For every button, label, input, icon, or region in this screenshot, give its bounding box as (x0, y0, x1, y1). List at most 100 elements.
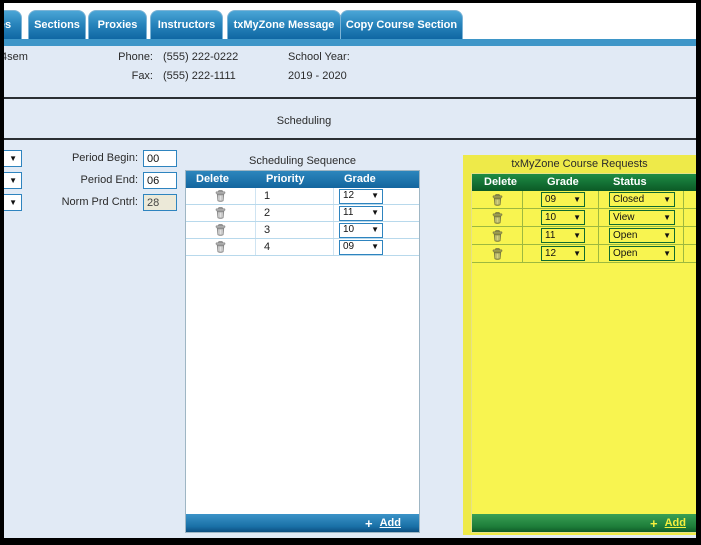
status-select-value: Open (613, 247, 638, 259)
grade-select-value: 11 (545, 229, 556, 241)
delete-button[interactable] (212, 240, 230, 255)
section-bottom-border (4, 138, 696, 140)
chevron-down-icon: ▼ (663, 248, 671, 258)
school-year-value: 2019 - 2020 (288, 70, 347, 82)
priority-value: 3 (256, 222, 334, 238)
status-select[interactable]: View ▼ (609, 210, 675, 225)
table-empty-area (186, 256, 419, 514)
chevron-down-icon: ▼ (371, 208, 379, 217)
grade-select[interactable]: 11 ▼ (339, 205, 383, 221)
trash-icon (492, 211, 502, 224)
norm-prd-cntrl-label: Norm Prd Cntrl: (61, 196, 138, 208)
trash-icon (215, 241, 226, 253)
grade-select[interactable]: 10 ▼ (339, 222, 383, 238)
chevron-down-icon: ▼ (9, 197, 17, 207)
left-edge-select-2[interactable]: ▼ (4, 172, 22, 189)
delete-button[interactable] (212, 206, 230, 221)
delete-button[interactable] (212, 189, 230, 204)
tab-label: es (4, 19, 12, 31)
grade-select[interactable]: 09 ▼ (541, 192, 585, 207)
table-row: 4 09 ▼ (186, 239, 419, 256)
grade-select-value: 10 (343, 224, 355, 235)
chevron-down-icon: ▼ (9, 175, 17, 185)
priority-value: 1 (256, 188, 334, 204)
table-header-row: Delete Priority Grade (186, 171, 419, 188)
left-edge-select-3[interactable]: ▼ (4, 194, 22, 211)
chevron-down-icon: ▼ (573, 194, 581, 204)
chevron-down-icon: ▼ (9, 153, 17, 163)
tab-instructors[interactable]: Instructors (150, 10, 223, 39)
status-select[interactable]: Open ▼ (609, 228, 675, 243)
chevron-down-icon: ▼ (663, 230, 671, 240)
period-begin-label: Period Begin: (71, 152, 138, 164)
add-row-button[interactable]: + Add (472, 514, 696, 532)
tab-label: Proxies (97, 19, 138, 31)
scheduling-sequence-table: Delete Priority Grade 1 12 ▼ 2 11 ▼ 3 10 ▼ (185, 170, 420, 533)
column-header-delete: Delete (484, 176, 518, 188)
period-end-field[interactable] (143, 172, 177, 189)
phone-value: (555) 222-0222 (163, 51, 239, 63)
section-top-border (4, 97, 696, 99)
status-select[interactable]: Closed ▼ (609, 192, 675, 207)
grade-select[interactable]: 09 ▼ (339, 239, 383, 255)
delete-button[interactable] (488, 246, 506, 261)
chevron-down-icon: ▼ (573, 248, 581, 258)
delete-button[interactable] (488, 210, 506, 225)
chevron-down-icon: ▼ (371, 242, 379, 251)
grade-select-value: 11 (343, 207, 354, 218)
trash-icon (215, 190, 226, 202)
column-header-status: Status (613, 176, 647, 188)
add-label: Add (664, 517, 686, 529)
column-header-grade: Grade (547, 176, 579, 188)
table-row: 12 ▼ Open ▼ (472, 245, 696, 263)
grade-select[interactable]: 10 ▼ (541, 210, 585, 225)
tab-txmyzone-message[interactable]: txMyZone Message (227, 10, 341, 39)
status-select[interactable]: Open ▼ (609, 246, 675, 261)
status-select-value: View (613, 211, 635, 223)
tab-label: Instructors (157, 19, 216, 31)
left-edge-select-1[interactable]: ▼ (4, 150, 22, 167)
period-begin-field[interactable] (143, 150, 177, 167)
txmyzone-title: txMyZone Course Requests (511, 158, 648, 170)
table-row: 10 ▼ View ▼ (472, 209, 696, 227)
tab-bar: es Sections Proxies Instructors txMyZone… (4, 3, 696, 39)
tab-courses-cutoff[interactable]: es (4, 10, 22, 39)
grade-select-value: 12 (545, 247, 557, 259)
scheduling-sequence-title: Scheduling Sequence (248, 155, 357, 167)
delete-button[interactable] (488, 228, 506, 243)
plus-icon: + (365, 515, 373, 531)
chevron-down-icon: ▼ (371, 225, 379, 234)
priority-value: 2 (256, 205, 334, 221)
delete-button[interactable] (488, 192, 506, 207)
table-row: 1 12 ▼ (186, 188, 419, 205)
txmyzone-course-requests-table: Delete Grade Status 09 ▼ Closed ▼ 10 ▼ View… (471, 173, 696, 533)
column-header-spacer (684, 174, 696, 191)
tab-label: Copy Course Section (345, 19, 458, 31)
chevron-down-icon: ▼ (663, 194, 671, 204)
tabbar-underline-strip (4, 39, 696, 46)
tab-copy-course-section[interactable]: Copy Course Section (340, 10, 463, 39)
chevron-down-icon: ▼ (663, 212, 671, 222)
grade-select-value: 09 (545, 193, 557, 205)
norm-prd-cntrl-field (143, 194, 177, 211)
column-header-delete: Delete (196, 173, 230, 185)
delete-button[interactable] (212, 223, 230, 238)
trash-icon (492, 229, 502, 242)
status-select-value: Open (613, 229, 638, 241)
priority-value: 4 (256, 239, 334, 255)
table-row: 09 ▼ Closed ▼ (472, 191, 696, 209)
tab-proxies[interactable]: Proxies (88, 10, 147, 39)
chevron-down-icon: ▼ (573, 230, 581, 240)
fax-label: Fax: (131, 70, 153, 82)
table-row: 11 ▼ Open ▼ (472, 227, 696, 245)
status-select-value: Closed (613, 193, 645, 205)
grade-select-value: 09 (343, 241, 355, 252)
add-row-button[interactable]: + Add (186, 514, 419, 532)
grade-select-value: 12 (343, 190, 355, 201)
grade-select[interactable]: 12 ▼ (339, 188, 383, 204)
column-header-grade: Grade (344, 173, 376, 185)
grade-select[interactable]: 11 ▼ (541, 228, 585, 243)
tab-sections[interactable]: Sections (28, 10, 86, 39)
grade-select[interactable]: 12 ▼ (541, 246, 585, 261)
